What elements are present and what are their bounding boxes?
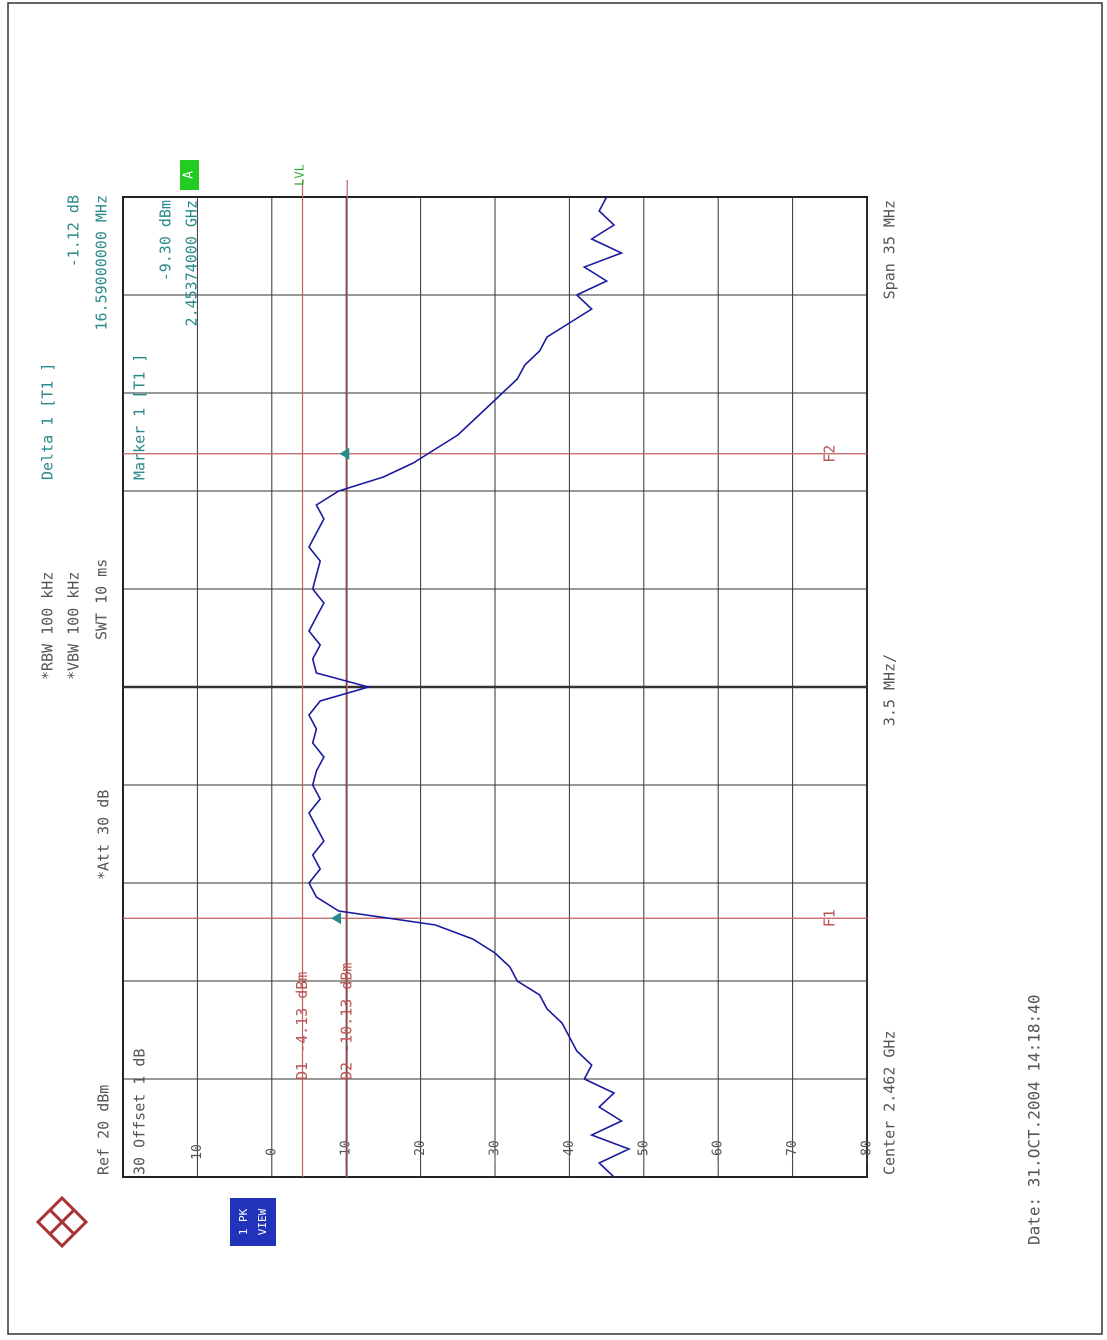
- marker-level: -9.30 dBm: [157, 200, 175, 281]
- y-tick-label: -30: [488, 1140, 503, 1163]
- display-line-label: D1 -4.13 dBm: [293, 972, 311, 1080]
- marker-freq: 2.45374000 GHz: [183, 200, 201, 326]
- center: Center 2.462 GHz: [881, 1031, 899, 1176]
- lvl: LVL: [293, 164, 307, 186]
- trace: [308, 196, 631, 1178]
- y-tick-label: 10: [190, 1144, 205, 1160]
- y-tick-label: -80: [860, 1140, 875, 1163]
- y-tick-label: -50: [636, 1140, 651, 1163]
- span: Span 35 MHz: [881, 200, 899, 299]
- sweep-time: SWT 10 ms: [93, 559, 111, 640]
- ref-level: Ref 20 dBm: [95, 1085, 113, 1175]
- y-tick-label: 0: [264, 1148, 279, 1156]
- date: Date: 31.OCT.2004 14:18:40: [1025, 995, 1044, 1245]
- y-tick-label: -70: [785, 1140, 800, 1163]
- y-tick-label: -40: [562, 1140, 577, 1163]
- y-tick-label: -60: [711, 1140, 726, 1163]
- display-line-label: D2 -10.13 dBm: [338, 963, 356, 1080]
- view-box: [230, 1198, 276, 1246]
- marker: [339, 447, 350, 460]
- delta-freq: 16.59000000 MHz: [93, 195, 111, 330]
- division: 3.5 MHz/: [881, 654, 899, 726]
- view-1: 1 PK: [237, 1208, 250, 1235]
- marker-title: Marker 1 [T1 ]: [131, 354, 149, 480]
- trace-flag-box: [180, 160, 199, 190]
- delta-title: Delta 1 [T1 ]: [39, 363, 57, 480]
- trace-flag: A: [182, 171, 197, 179]
- rbw: *RBW 100 kHz: [39, 572, 57, 680]
- offset: 30 Offset 1 dB: [131, 1049, 149, 1175]
- y-tick-label: -20: [413, 1140, 428, 1163]
- attenuation: *Att 30 dB: [95, 790, 113, 880]
- vbw: *VBW 100 kHz: [65, 572, 83, 680]
- frequency-line-label: F2: [821, 445, 839, 463]
- delta-level: -1.12 dB: [65, 195, 83, 267]
- logo: [35, 1195, 89, 1249]
- page-border: [7, 2, 1103, 1335]
- view-2: VIEW: [256, 1208, 269, 1235]
- frequency-line-label: F1: [821, 909, 839, 927]
- y-tick-label: -10: [339, 1140, 354, 1163]
- marker: [330, 912, 341, 925]
